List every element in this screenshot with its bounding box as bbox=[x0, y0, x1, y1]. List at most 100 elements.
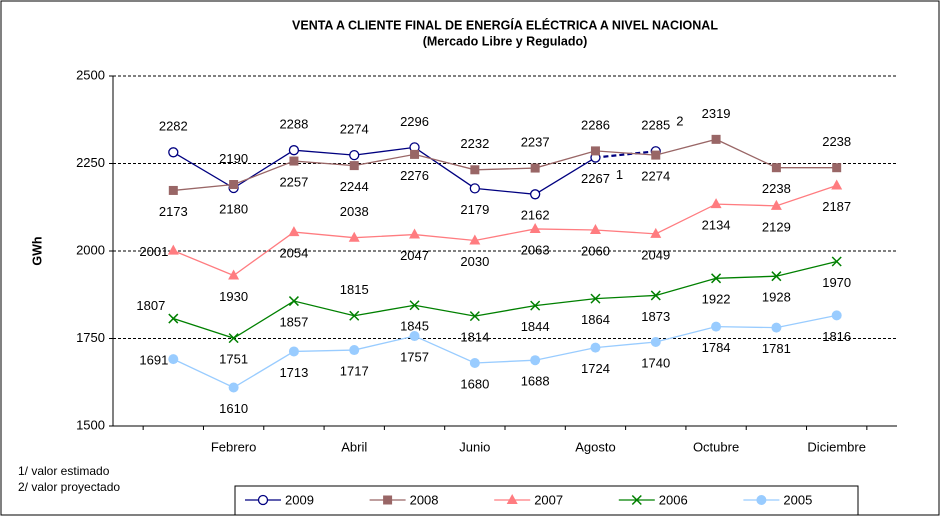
point bbox=[409, 300, 420, 311]
series-line bbox=[173, 184, 837, 277]
point bbox=[469, 183, 480, 194]
legend-marker bbox=[257, 494, 269, 506]
legend-marker bbox=[631, 494, 642, 506]
projected-line bbox=[595, 150, 656, 159]
point bbox=[288, 346, 299, 357]
y-tick-label: 2500 bbox=[76, 67, 105, 82]
annotation: 2 bbox=[676, 114, 683, 129]
y-tick-label: 1750 bbox=[76, 330, 105, 345]
point bbox=[650, 290, 661, 301]
data-label: 2187 bbox=[822, 199, 851, 214]
data-label: 2060 bbox=[581, 243, 610, 258]
data-label: 1844 bbox=[521, 319, 550, 334]
point bbox=[530, 355, 541, 366]
point bbox=[590, 146, 600, 156]
data-label: 1970 bbox=[822, 275, 851, 290]
point bbox=[228, 382, 239, 393]
data-label: 2238 bbox=[822, 134, 851, 149]
data-label: 1922 bbox=[702, 292, 731, 307]
point bbox=[410, 149, 420, 159]
point bbox=[168, 354, 179, 365]
data-label: 2267 bbox=[581, 171, 610, 186]
point bbox=[168, 185, 178, 195]
point bbox=[288, 226, 300, 237]
point bbox=[288, 145, 300, 156]
point bbox=[470, 165, 480, 175]
data-label: 2063 bbox=[521, 242, 550, 257]
y-axis-label: GWh bbox=[30, 236, 44, 265]
data-label: 1781 bbox=[762, 341, 791, 356]
data-label: 1928 bbox=[762, 290, 791, 305]
x-tick-label: Febrero bbox=[211, 439, 257, 454]
point bbox=[530, 300, 541, 311]
point bbox=[229, 180, 239, 189]
series-line bbox=[173, 314, 837, 389]
x-tick-label: Diciembre bbox=[807, 439, 866, 454]
point bbox=[650, 227, 662, 238]
point bbox=[590, 293, 601, 304]
data-label: 2274 bbox=[340, 122, 369, 137]
data-label: 2244 bbox=[340, 179, 369, 194]
point bbox=[711, 134, 721, 144]
legend-label: 2006 bbox=[659, 492, 688, 507]
data-label: 1845 bbox=[400, 319, 429, 334]
series-line bbox=[173, 138, 837, 192]
point bbox=[469, 311, 480, 322]
x-tick-label: Abril bbox=[341, 439, 367, 454]
data-label: 1713 bbox=[279, 365, 308, 380]
point bbox=[651, 150, 661, 160]
footnote: 1/ valor estimado bbox=[18, 464, 110, 478]
data-label: 2049 bbox=[641, 247, 670, 262]
point bbox=[530, 189, 541, 200]
point bbox=[289, 156, 299, 166]
data-label: 2190 bbox=[219, 151, 248, 166]
point bbox=[711, 273, 722, 284]
series-line bbox=[172, 146, 596, 195]
data-label: 2319 bbox=[702, 106, 731, 121]
legend-label: 2009 bbox=[285, 492, 314, 507]
data-label: 1688 bbox=[521, 374, 550, 389]
annotation: 1 bbox=[616, 167, 623, 182]
data-label: 2047 bbox=[400, 248, 429, 263]
y-tick-label: 2000 bbox=[76, 242, 105, 257]
data-label: 1815 bbox=[340, 282, 369, 297]
point bbox=[168, 147, 179, 158]
data-label: 2179 bbox=[460, 202, 489, 217]
x-tick-label: Junio bbox=[459, 439, 490, 454]
data-label: 2054 bbox=[279, 246, 308, 261]
point bbox=[288, 296, 299, 307]
point bbox=[349, 149, 360, 161]
point bbox=[349, 310, 360, 321]
point bbox=[831, 310, 842, 321]
point bbox=[589, 224, 601, 234]
data-label: 2001 bbox=[139, 244, 168, 259]
data-label: 1930 bbox=[219, 289, 248, 304]
point bbox=[228, 333, 239, 344]
legend-label: 2008 bbox=[410, 492, 439, 507]
footnote: 2/ valor proyectado bbox=[18, 480, 120, 494]
point bbox=[409, 228, 421, 239]
chart-title: VENTA A CLIENTE FINAL DE ENERGÍA ELÉCTRI… bbox=[292, 17, 718, 32]
data-label: 1610 bbox=[219, 401, 248, 416]
point bbox=[349, 161, 359, 171]
point bbox=[228, 269, 240, 280]
data-label: 1740 bbox=[641, 355, 670, 370]
data-label: 1816 bbox=[822, 329, 851, 344]
data-label: 2282 bbox=[159, 119, 188, 134]
point bbox=[711, 321, 722, 332]
data-label: 2232 bbox=[460, 136, 489, 151]
point bbox=[349, 345, 360, 356]
point bbox=[168, 313, 179, 324]
data-label: 2238 bbox=[762, 181, 791, 196]
point bbox=[771, 271, 782, 282]
data-label: 2030 bbox=[460, 254, 489, 269]
data-label: 2173 bbox=[159, 204, 188, 219]
data-label: 1864 bbox=[581, 312, 610, 327]
point bbox=[409, 331, 420, 342]
data-label: 1757 bbox=[400, 349, 429, 364]
x-tick-label: Agosto bbox=[575, 439, 615, 454]
data-label: 1873 bbox=[641, 309, 670, 324]
chart-subtitle: (Mercado Libre y Regulado) bbox=[423, 34, 588, 48]
data-label: 2276 bbox=[400, 168, 429, 183]
